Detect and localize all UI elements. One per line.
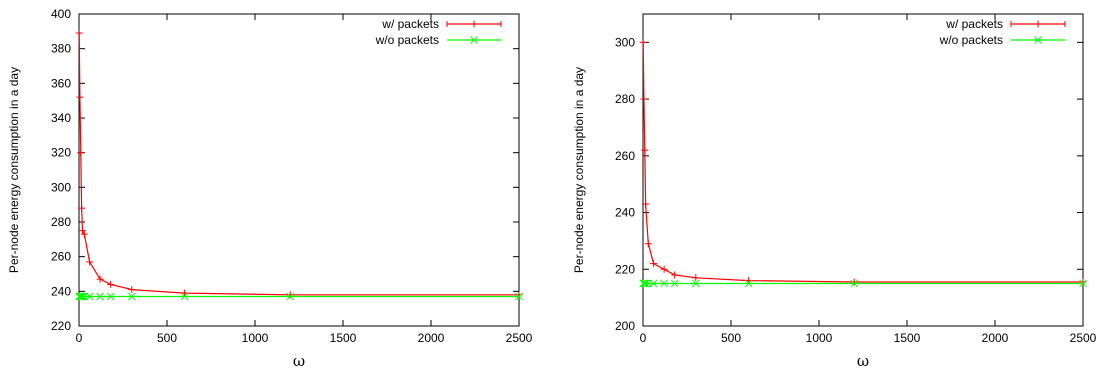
data-point (641, 146, 649, 154)
x-tick-label: 2500 (506, 331, 533, 345)
y-tick-label: 260 (51, 250, 71, 264)
data-point (1079, 279, 1087, 288)
data-point (692, 274, 700, 282)
y-tick-label: 280 (51, 215, 71, 229)
y-tick-label: 280 (615, 92, 635, 106)
y-tick-label: 200 (615, 319, 635, 333)
data-point (107, 280, 115, 288)
series-line-w-packets (78, 33, 519, 296)
x-tick-label: 1500 (330, 331, 357, 345)
y-tick-label: 260 (615, 149, 635, 163)
data-point (850, 279, 859, 288)
data-point (515, 291, 523, 299)
data-point (79, 227, 87, 235)
data-point (76, 292, 85, 301)
data-point (642, 200, 650, 208)
data-point (106, 292, 115, 301)
data-point (80, 230, 88, 238)
data-point (1079, 278, 1087, 286)
x-tick-label: 0 (640, 331, 647, 345)
data-point (96, 292, 104, 301)
x-tick-label: 0 (76, 331, 83, 345)
x-tick-label: 2500 (1070, 331, 1097, 345)
y-tick-label: 220 (615, 262, 635, 276)
legend-marker (470, 36, 478, 44)
data-point (644, 240, 652, 248)
data-point (670, 279, 679, 288)
data-point (96, 275, 104, 283)
data-point (180, 292, 189, 301)
y-tick-label: 240 (51, 284, 71, 298)
data-point (78, 292, 87, 301)
data-point (850, 278, 858, 286)
y-axis-label: Per-node energy consumption in a day (572, 67, 586, 273)
legend-marker (1034, 36, 1042, 44)
data-point (85, 292, 94, 301)
data-point (639, 38, 647, 46)
x-tick-label: 500 (157, 331, 177, 345)
y-axis-label: Per-node energy consumption in a day (7, 67, 21, 273)
data-point (75, 29, 83, 37)
legend-marker (470, 20, 478, 28)
y-tick-label: 320 (51, 146, 71, 160)
data-point (660, 265, 668, 273)
x-axis-label: ω (857, 352, 869, 370)
plot-frame (78, 13, 520, 327)
y-tick-label: 340 (51, 111, 71, 125)
data-point (640, 279, 649, 288)
data-point (78, 204, 86, 212)
data-point (650, 260, 658, 268)
data-point (86, 258, 94, 266)
data-point (671, 271, 679, 279)
data-point (744, 279, 753, 288)
y-tick-label: 360 (51, 76, 71, 90)
plot-frame (642, 13, 1084, 327)
x-axis-label: ω (293, 352, 305, 370)
y-tick-label: 220 (51, 319, 71, 333)
data-point (128, 286, 136, 294)
data-point (77, 149, 85, 157)
data-point (127, 292, 136, 301)
x-tick-label: 2000 (982, 331, 1009, 345)
x-tick-label: 500 (721, 331, 741, 345)
data-point (286, 292, 295, 301)
data-point (641, 279, 650, 288)
x-tick-label: 1000 (806, 331, 833, 345)
data-point (660, 279, 668, 288)
data-point (515, 292, 523, 301)
y-tick-label: 300 (615, 35, 635, 49)
x-tick-label: 1500 (894, 331, 921, 345)
legend-marker (1034, 20, 1042, 28)
data-point (286, 291, 294, 299)
data-point (649, 279, 658, 288)
y-tick-label: 380 (51, 42, 71, 56)
data-point (640, 95, 648, 103)
x-tick-label: 1000 (242, 331, 269, 345)
y-tick-label: 240 (615, 206, 635, 220)
data-point (76, 93, 84, 101)
legend-label: w/o packets (375, 33, 439, 47)
x-tick-label: 2000 (418, 331, 445, 345)
y-tick-label: 300 (51, 180, 71, 194)
legend-label: w/ packets (945, 17, 1003, 31)
series-line-w-packets (642, 42, 1083, 283)
y-tick-label: 400 (51, 7, 71, 21)
legend-label: w/o packets (939, 33, 1003, 47)
data-point (181, 289, 189, 297)
legend-label: w/ packets (381, 17, 439, 31)
data-point (691, 279, 700, 288)
data-point (77, 292, 86, 301)
chart-right: 200 220 240 260 280 300 0 500 1000 1500 2000 2500 Pe… (572, 13, 1097, 370)
chart-left: 220 240 260 280 300 320 340 360 380 400 0 500 1000 15… (7, 7, 533, 370)
